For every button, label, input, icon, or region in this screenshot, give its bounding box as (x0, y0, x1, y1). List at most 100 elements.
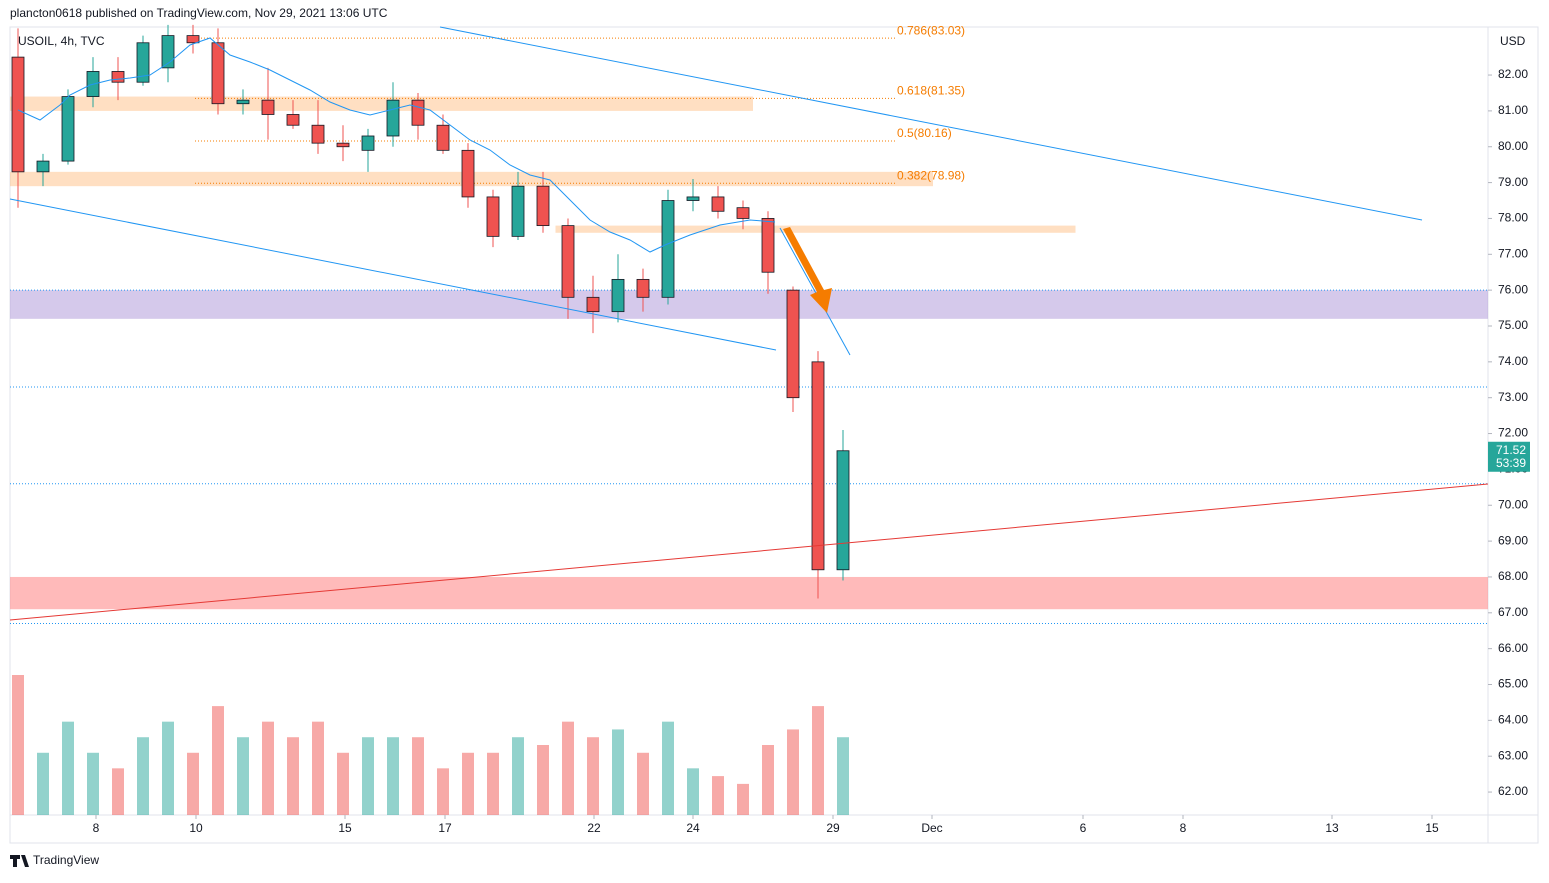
volume-bar (162, 721, 174, 815)
candle-body (111, 71, 125, 83)
zone (10, 96, 753, 111)
candle-body (511, 185, 525, 237)
volume-bar (462, 752, 474, 815)
candle-body (811, 361, 825, 571)
y-tick-label: 69.00 (1498, 533, 1528, 547)
x-tick-label: 8 (1180, 821, 1187, 835)
y-tick-label: 82.00 (1498, 67, 1528, 81)
zone (10, 290, 1488, 319)
countdown: 53:39 (1496, 456, 1526, 470)
volume-bar (337, 752, 349, 815)
candle-body (411, 99, 425, 126)
x-tick-label: 6 (1080, 821, 1087, 835)
y-tick-label: 73.00 (1498, 390, 1528, 404)
fib-label: 0.786(83.03) (897, 23, 965, 37)
volume-bar (762, 745, 774, 815)
x-tick-label: 10 (189, 821, 203, 835)
y-tick-label: 62.00 (1498, 784, 1528, 798)
candle-body (736, 207, 750, 219)
symbol: USOIL, 4h, TVC (18, 34, 105, 48)
candle-body (536, 185, 550, 227)
y-tick-label: 77.00 (1498, 246, 1528, 260)
candle-body (486, 196, 500, 237)
x-tick-label: 29 (826, 821, 840, 835)
last-price-box (1488, 441, 1530, 472)
candle-body (211, 42, 225, 105)
candle-body (661, 200, 675, 298)
candle-body (186, 35, 200, 44)
candle-body (786, 289, 800, 399)
x-tick-label: 8 (93, 821, 100, 835)
volume-bar (637, 752, 649, 815)
logo (10, 855, 29, 867)
volume-bar (687, 768, 699, 815)
volume-bar (212, 706, 224, 815)
volume-bar (587, 737, 599, 815)
volume-bar (62, 721, 74, 815)
candle-body (836, 450, 850, 571)
volume-bar (412, 737, 424, 815)
volume-bar (662, 721, 674, 815)
volume-bar (537, 745, 549, 815)
y-tick-label: 76.00 (1498, 282, 1528, 296)
candle-body (386, 99, 400, 137)
volume-bar (362, 737, 374, 815)
x-tick-label: 13 (1325, 821, 1339, 835)
x-tick-label: 22 (587, 821, 601, 835)
x-tick-label: 17 (438, 821, 452, 835)
last-price: 71.52 (1496, 443, 1526, 457)
y-tick-label: 74.00 (1498, 354, 1528, 368)
candle-body (561, 225, 575, 298)
volume-bar (512, 737, 524, 815)
trend-line (779, 227, 851, 356)
candle-body (11, 56, 25, 173)
volume-bar (712, 776, 724, 815)
zone (10, 576, 1488, 610)
candle-body (61, 96, 75, 162)
y-tick-label: 78.00 (1498, 211, 1528, 225)
currency: USD (1500, 34, 1526, 48)
candle-body (336, 142, 350, 148)
candle-body (686, 196, 700, 201)
zone (555, 225, 1076, 233)
fib-label: 0.5(80.16) (897, 126, 952, 140)
x-tick-label: 15 (338, 821, 352, 835)
volume-bar (737, 783, 749, 815)
candle-body (711, 196, 725, 212)
volume-bar (562, 721, 574, 815)
frame (9, 26, 1539, 844)
header: plancton0618 published on TradingView.co… (10, 6, 388, 20)
trend-line (9, 483, 1489, 621)
candle-body (761, 218, 775, 273)
x-tick-label: Dec (921, 821, 942, 835)
candle-body (161, 35, 175, 69)
candle-body (311, 124, 325, 144)
volume-bar (387, 737, 399, 815)
candle-body (361, 135, 375, 151)
x-tick-label: 24 (686, 821, 700, 835)
candle-body (636, 278, 650, 298)
volume-bar (112, 768, 124, 815)
y-tick-label: 72.00 (1498, 426, 1528, 440)
volume-bar (187, 752, 199, 815)
volume-bar (287, 737, 299, 815)
y-tick-label: 65.00 (1498, 677, 1528, 691)
volume-bar (787, 729, 799, 815)
volume-bar (87, 752, 99, 815)
volume-bar (237, 737, 249, 815)
y-tick-label: 79.00 (1498, 175, 1528, 189)
candle-body (136, 42, 150, 83)
arrow (783, 227, 832, 313)
candle-body (586, 296, 600, 313)
trend-line (9, 198, 777, 351)
volume-bar (837, 737, 849, 815)
volume-bar (262, 721, 274, 815)
candle-body (261, 99, 275, 115)
fib-label: 0.618(81.35) (897, 84, 965, 98)
y-tick-label: 67.00 (1498, 605, 1528, 619)
candle-body (286, 114, 300, 126)
candle-body (436, 124, 450, 151)
trend-line (439, 26, 1423, 221)
y-tick-label: 80.00 (1498, 139, 1528, 153)
